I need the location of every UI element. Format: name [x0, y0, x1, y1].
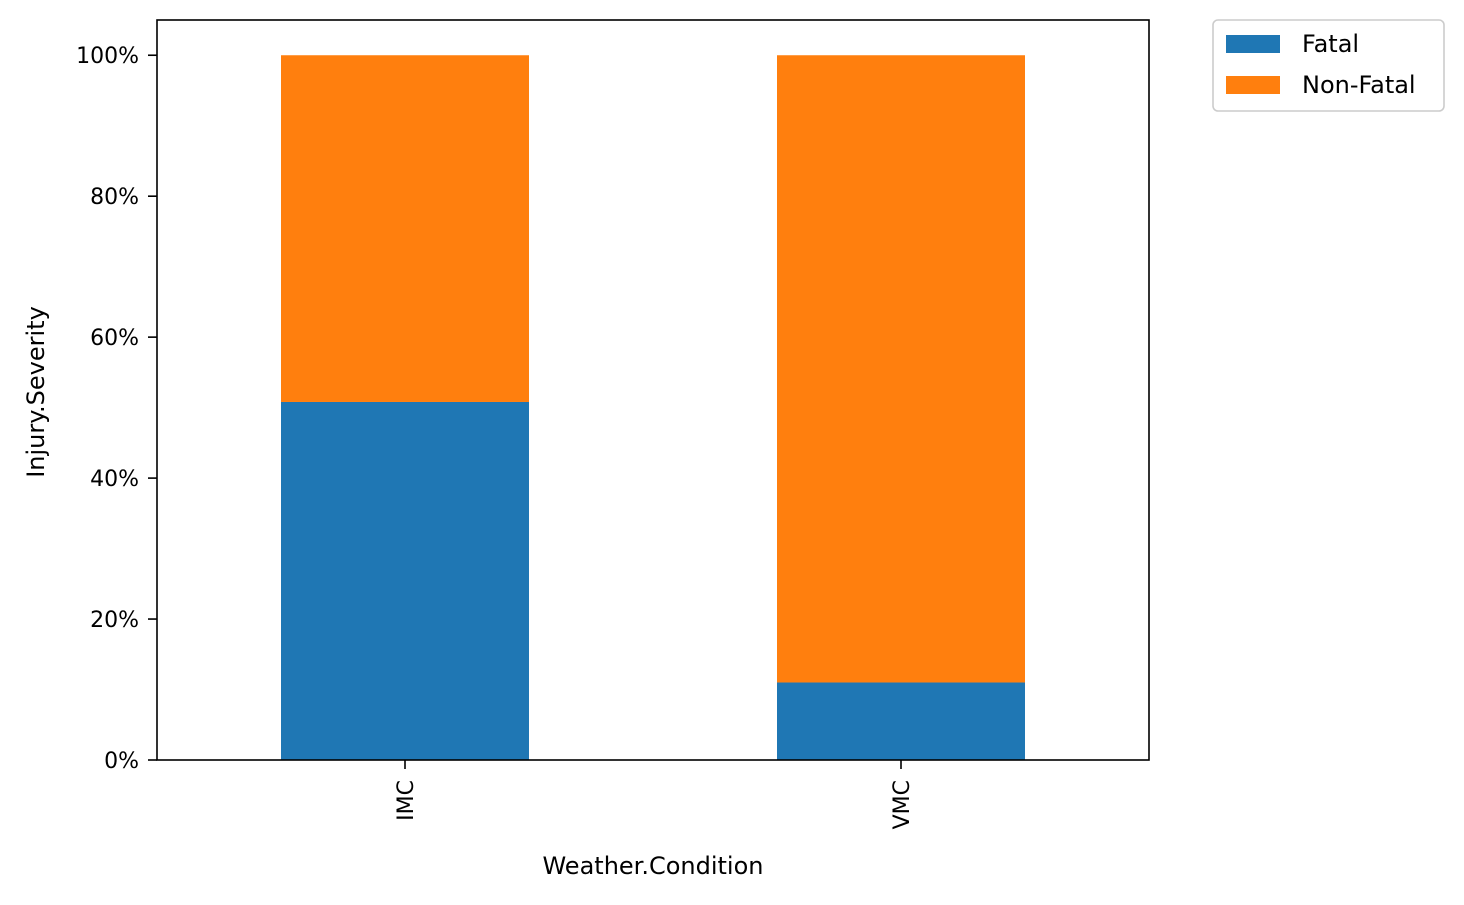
bar-non-fatal-imc [281, 55, 529, 402]
y-axis-label: Injury.Severity [22, 306, 50, 478]
bar-non-fatal-vmc [777, 55, 1025, 683]
bar-fatal-imc [281, 401, 529, 760]
x-axis-label: Weather.Condition [542, 852, 763, 880]
legend-label-non-fatal: Non-Fatal [1302, 71, 1416, 99]
legend-label-fatal: Fatal [1302, 30, 1359, 58]
legend-swatch-non-fatal [1226, 76, 1280, 94]
x-tick-label-vmc: VMC [890, 780, 915, 829]
x-axis: IMC VMC [394, 760, 915, 829]
y-tick-label: 100% [76, 44, 139, 69]
y-tick-label: 40% [90, 467, 139, 492]
y-axis: 0% 20% 40% 60% 80% 100% [76, 44, 157, 774]
y-tick-label: 0% [104, 749, 139, 774]
y-tick-label: 80% [90, 185, 139, 210]
legend: Fatal Non-Fatal [1212, 19, 1445, 112]
y-tick-label: 20% [90, 608, 139, 633]
bars-layer [281, 55, 1025, 760]
x-tick-label-imc: IMC [394, 780, 419, 821]
legend-swatch-fatal [1226, 35, 1280, 53]
y-tick-label: 60% [90, 326, 139, 351]
bar-fatal-vmc [777, 682, 1025, 760]
plot-frame [156, 19, 1150, 761]
